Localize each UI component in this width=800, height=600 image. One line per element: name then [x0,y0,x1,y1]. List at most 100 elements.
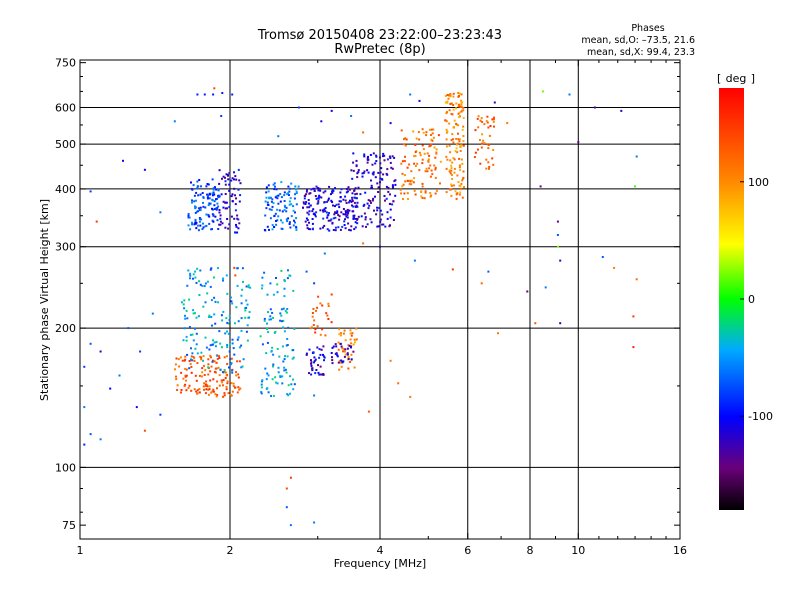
data-point [446,100,449,103]
data-point [180,389,183,391]
data-point [280,269,283,272]
data-point [228,315,231,318]
data-point [315,211,318,214]
data-point [397,382,400,385]
data-point [635,155,638,158]
data-point [228,319,231,321]
data-point [185,335,188,338]
data-point [95,220,98,223]
data-points [83,87,638,527]
data-point [526,290,529,293]
data-point [278,209,281,212]
colorbar-title: deg [726,72,747,85]
data-point [347,186,350,189]
data-point [326,214,329,217]
data-point [455,143,458,146]
data-point [316,306,319,309]
data-point [363,203,366,206]
data-point [355,192,358,195]
y-tick-label: 750 [55,57,76,70]
data-point [322,226,324,229]
data-point [216,380,219,383]
data-point [205,388,208,391]
data-point [202,385,205,388]
data-point [283,204,286,207]
data-point [385,185,388,188]
data-point [458,140,461,143]
data-point [195,379,198,382]
data-point [370,179,372,182]
data-point [268,208,271,211]
data-point [260,392,263,395]
data-point [448,109,451,112]
data-point [192,277,194,280]
data-point [231,177,234,180]
data-point [408,163,411,166]
data-point [314,358,317,361]
data-point [314,372,317,375]
data-point [368,204,371,207]
data-point [317,200,320,203]
data-point [221,381,224,384]
data-point [281,221,284,224]
data-point [379,209,382,212]
data-point [232,347,235,350]
data-point [226,344,229,347]
data-point [352,152,355,155]
data-point [461,162,464,165]
data-point [452,92,455,95]
data-point [422,148,425,151]
data-point [413,259,416,262]
data-point [211,390,214,393]
data-point [357,186,360,189]
data-point [308,348,311,351]
data-point [198,220,201,223]
x-tick-label: 6 [464,544,471,557]
data-point [421,158,424,161]
data-point [429,164,432,167]
data-point [236,267,239,270]
data-point [173,120,176,123]
data-point [317,202,320,204]
data-point [261,343,264,346]
data-point [203,382,206,385]
data-point [184,375,187,378]
data-point [215,341,218,343]
data-point [384,199,386,202]
data-point [218,209,221,211]
data-point [413,189,416,192]
data-point [295,217,298,220]
data-point [389,161,392,164]
data-point [347,358,350,360]
data-point [215,395,218,398]
data-point [209,370,212,373]
data-point [190,355,193,358]
data-point [267,331,270,334]
data-point [220,379,223,382]
data-point [83,406,86,409]
data-point [190,347,192,350]
data-point [280,219,282,222]
data-point [292,209,295,212]
data-point [83,365,86,368]
data-point [264,200,267,203]
data-point [225,374,228,377]
data-point [421,182,424,185]
chart-subtitle: RwPretec (8p) [334,42,425,57]
data-point [351,204,353,207]
data-point [445,128,448,131]
data-point [349,229,352,232]
data-point [208,314,211,317]
data-point [279,374,282,377]
data-point [181,359,184,362]
data-point [452,95,455,98]
data-point [206,385,209,388]
data-point [240,344,243,347]
data-point [445,191,448,194]
data-point [231,369,233,372]
data-point [227,227,230,230]
data-point [313,282,316,285]
data-point [352,169,355,172]
data-point [207,363,210,366]
